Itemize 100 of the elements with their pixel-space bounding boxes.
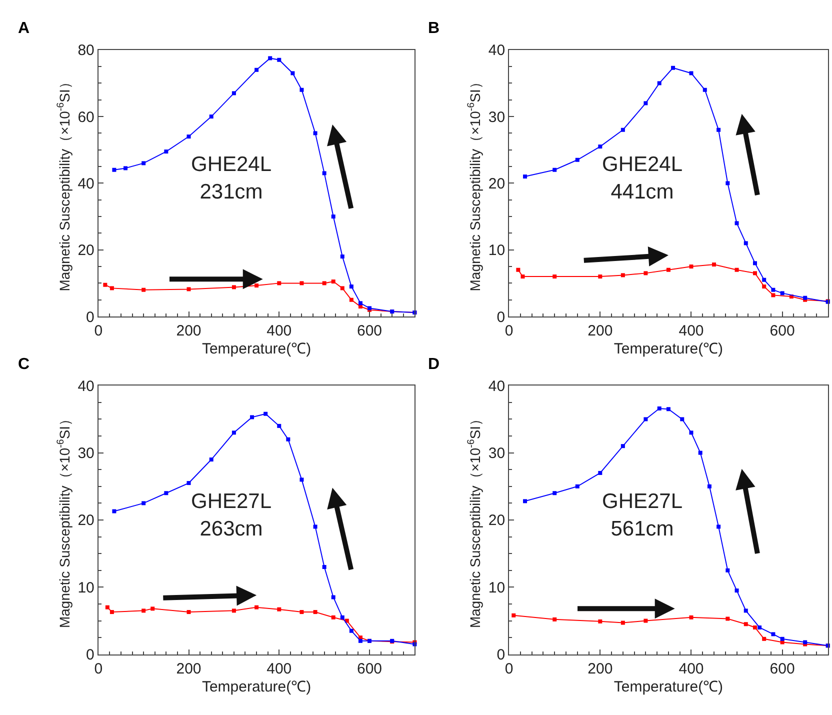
point: [762, 636, 766, 641]
point: [598, 144, 602, 149]
point: [680, 417, 684, 422]
point: [552, 491, 557, 496]
point: [644, 618, 648, 623]
y-tick-label: 40: [488, 378, 506, 395]
point: [313, 524, 318, 529]
point: [598, 274, 602, 279]
point: [277, 424, 282, 428]
x-axis-title: Temperature(℃): [202, 678, 312, 696]
point: [780, 291, 784, 296]
annotation: GHE24L 441cm: [602, 153, 683, 204]
x-tick-label: 400: [678, 660, 704, 678]
y-tick-label: 40: [78, 175, 94, 192]
annotation: GHE24L 231cm: [191, 153, 272, 204]
point: [186, 481, 191, 486]
annotation: GHE27L 263cm: [191, 490, 272, 540]
point: [110, 610, 114, 614]
point: [164, 491, 168, 496]
point: [349, 298, 354, 302]
chart-title: D: [428, 356, 440, 373]
y-tick-label: 40: [78, 378, 94, 395]
point: [771, 293, 776, 298]
point: [358, 301, 362, 306]
chart-title: C: [18, 356, 30, 373]
point: [268, 56, 272, 60]
point: [523, 499, 528, 504]
y-tick-label: 20: [488, 512, 506, 530]
point: [142, 501, 146, 506]
x-tick-label: 600: [356, 322, 382, 340]
point: [358, 638, 362, 643]
point: [575, 158, 580, 162]
y-tick-label: 30: [488, 108, 506, 126]
x-tick-label: 400: [678, 322, 704, 340]
point: [657, 81, 662, 86]
point: [277, 281, 282, 286]
point: [186, 134, 191, 139]
x-axis-title: Temperature(℃): [614, 340, 724, 358]
point: [657, 406, 662, 410]
point: [264, 412, 268, 416]
point: [331, 615, 336, 620]
point: [671, 66, 676, 70]
point: [322, 281, 326, 286]
point: [209, 458, 214, 462]
point: [734, 268, 739, 272]
point: [620, 128, 625, 132]
point: [620, 620, 625, 625]
y-tick-label: 10: [488, 242, 506, 260]
point: [112, 168, 116, 172]
point: [753, 625, 757, 630]
x-axis-title: Temperature(℃): [614, 678, 724, 696]
point: [150, 606, 155, 611]
point: [753, 261, 757, 266]
point: [313, 131, 318, 136]
x-tick-label: 600: [770, 322, 795, 340]
point: [689, 615, 694, 620]
point: [124, 166, 128, 170]
chart-title: B: [428, 20, 440, 37]
point: [254, 284, 259, 288]
x-axis-title: Temperature(℃): [202, 340, 312, 358]
point: [516, 268, 520, 272]
point: [744, 622, 748, 626]
point: [110, 286, 114, 290]
point: [552, 274, 557, 279]
point: [758, 625, 762, 630]
point: [331, 280, 336, 284]
x-tick-label: 200: [176, 660, 202, 678]
x-tick-label: 600: [770, 660, 795, 678]
point: [164, 150, 168, 154]
x-tick-label: 200: [588, 660, 613, 678]
point: [142, 161, 146, 166]
point: [644, 417, 648, 422]
y-tick-label: 0: [86, 646, 94, 664]
point: [232, 608, 236, 613]
y-tick-label: 10: [488, 579, 506, 596]
point: [744, 241, 748, 246]
point: [726, 181, 730, 186]
x-tick-label: 200: [588, 322, 613, 340]
point: [331, 595, 336, 600]
point: [771, 632, 776, 636]
point: [716, 128, 721, 132]
point: [698, 450, 702, 455]
point: [290, 71, 295, 76]
point: [209, 114, 214, 119]
point: [744, 608, 748, 613]
y-tick-label: 0: [86, 308, 94, 326]
point: [644, 271, 648, 276]
point: [322, 565, 326, 570]
point: [277, 58, 282, 62]
y-tick-label: 0: [496, 646, 506, 664]
point: [762, 278, 766, 282]
point: [349, 628, 354, 633]
point: [702, 88, 707, 92]
point: [250, 415, 254, 420]
point: [340, 286, 344, 290]
point: [666, 268, 670, 272]
point: [780, 636, 784, 641]
point: [716, 524, 721, 529]
y-tick-label: 30: [78, 445, 94, 462]
point: [277, 607, 282, 612]
